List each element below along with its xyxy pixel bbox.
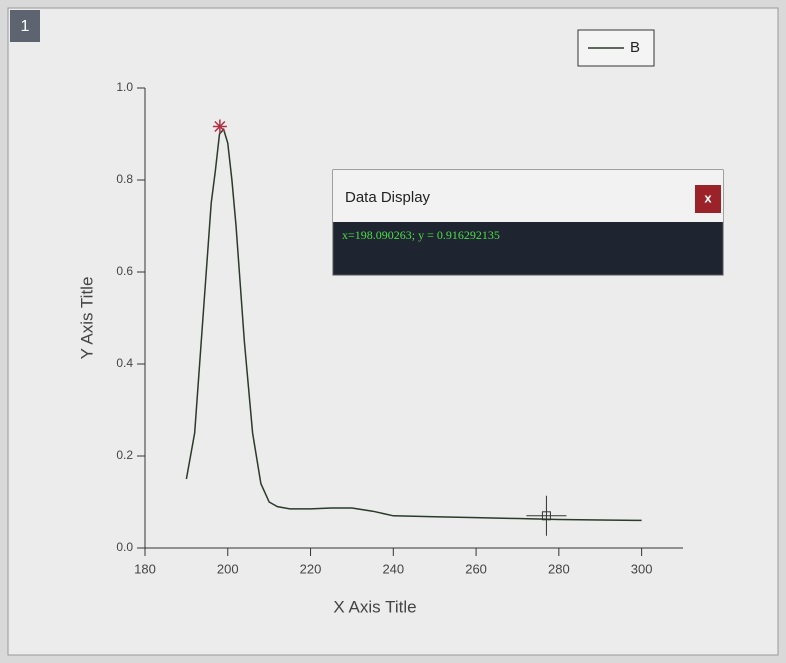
dialog-titlebar: [333, 170, 723, 222]
x-tick-label: 200: [217, 561, 239, 576]
x-axis-title: X Axis Title: [333, 597, 416, 616]
window-tag: 1: [21, 18, 30, 35]
cursor-box: [541, 511, 551, 521]
data-display-dialog: Data Display x x=198.090263; y = 0.91629…: [332, 169, 724, 276]
y-tick-label: 0.6: [116, 264, 133, 278]
x-tick-label: 260: [465, 561, 487, 576]
x-tick-label: 300: [631, 561, 653, 576]
plot-window: [7, 7, 779, 656]
close-button[interactable]: [695, 185, 721, 213]
y-tick-label: 0.8: [116, 172, 133, 186]
peak-marker: [212, 119, 227, 134]
x-tick-label: 280: [548, 561, 570, 576]
x-tick-label: 240: [382, 561, 404, 576]
dialog-title: Data Display: [345, 189, 431, 206]
x-tick-label: 220: [300, 561, 322, 576]
y-tick-label: 0.4: [116, 356, 133, 370]
dialog-text: x=198.090263; y = 0.916292135: [342, 228, 500, 242]
y-axis-title: Y Axis Title: [77, 277, 96, 360]
y-tick-label: 0.0: [116, 540, 133, 554]
x-tick-label: 180: [134, 561, 156, 576]
y-tick-label: 0.2: [116, 448, 133, 462]
window-tag-box: [10, 10, 40, 42]
legend-label: B: [630, 39, 640, 56]
y-tick-label: 1.0: [116, 80, 133, 94]
cursor-crosshair: [526, 495, 567, 536]
close-label[interactable]: x: [704, 190, 712, 205]
line-series: [185, 127, 642, 522]
